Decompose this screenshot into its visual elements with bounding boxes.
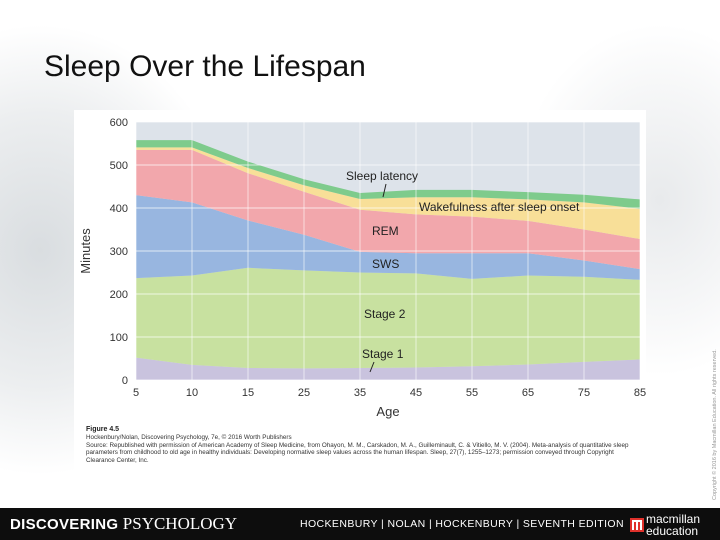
series-area-4 bbox=[136, 147, 640, 239]
series-area-5 bbox=[136, 140, 640, 209]
x-tick-label-8: 75 bbox=[578, 387, 590, 399]
y-axis-label: Minutes bbox=[78, 228, 93, 274]
slide-title: Sleep Over the Lifespan bbox=[44, 50, 366, 83]
series-area-2 bbox=[136, 195, 640, 280]
x-tick-label-6: 55 bbox=[466, 387, 478, 399]
label-stage-2: Stage 2 bbox=[364, 307, 406, 321]
brand-light: PSYCHOLOGY bbox=[122, 514, 238, 533]
x-axis-label: Age bbox=[376, 404, 399, 419]
side-copyright: Copyright © 2016 by Macmillan Education.… bbox=[712, 349, 718, 500]
publisher-logo: macmillan education bbox=[630, 512, 720, 540]
y-tick-label-0: 0 bbox=[122, 375, 128, 387]
publisher-line2: education bbox=[646, 524, 699, 538]
x-tick-label-4: 35 bbox=[354, 387, 366, 399]
x-tick-label-1: 10 bbox=[186, 387, 198, 399]
series-area-3 bbox=[136, 149, 640, 270]
label-wakefulness: Wakefulness after sleep onset bbox=[419, 200, 580, 214]
y-tick-label-1: 100 bbox=[110, 332, 128, 344]
y-tick-label-4: 400 bbox=[110, 203, 128, 215]
y-tick-label-2: 200 bbox=[110, 289, 128, 301]
figure-caption: Figure 4.5 Hockenbury/Nolan, Discovering… bbox=[86, 426, 641, 465]
publisher-line1: macmillan bbox=[646, 512, 701, 526]
leader-stage-1 bbox=[369, 361, 375, 373]
x-tick-label-2: 15 bbox=[242, 387, 254, 399]
caption-source: Source: Republished with permission of A… bbox=[86, 441, 629, 465]
x-tick-label-5: 45 bbox=[410, 387, 422, 399]
leader-sleep-latency bbox=[382, 183, 387, 198]
y-tick-label-3: 300 bbox=[110, 246, 128, 258]
y-tick-label-6: 600 bbox=[110, 117, 128, 129]
x-tick-label-7: 65 bbox=[522, 387, 534, 399]
label-rem: REM bbox=[372, 224, 399, 238]
series-area-1 bbox=[136, 267, 640, 369]
y-tick-label-5: 500 bbox=[110, 160, 128, 172]
book-brand: DISCOVERING PSYCHOLOGY bbox=[10, 514, 237, 534]
series-area-0 bbox=[136, 357, 640, 380]
caption-line1: Hockenbury/Nolan, Discovering Psychology… bbox=[86, 433, 292, 441]
x-tick-label-0: 5 bbox=[133, 387, 139, 399]
label-stage-1: Stage 1 bbox=[362, 347, 404, 361]
sleep-chart: 0 100 200 300 400 500 600 5 10 15 25 35 45 55 65 75 85 Ag… bbox=[78, 117, 646, 419]
brand-bold: DISCOVERING bbox=[10, 516, 119, 533]
label-sleep-latency: Sleep latency bbox=[346, 169, 418, 183]
label-sws: SWS bbox=[372, 257, 399, 271]
x-tick-label-9: 85 bbox=[634, 387, 646, 399]
x-tick-label-3: 25 bbox=[298, 387, 310, 399]
figure-panel: 0 100 200 300 400 500 600 5 10 15 25 35 45 55 65 75 85 Ag… bbox=[74, 110, 646, 482]
footer-bar: DISCOVERING PSYCHOLOGY HOCKENBURY | NOLA… bbox=[0, 508, 720, 540]
caption-label: Figure 4.5 bbox=[86, 426, 120, 433]
macmillan-m-icon bbox=[630, 518, 644, 532]
authors-edition: HOCKENBURY | NOLAN | HOCKENBURY | SEVENT… bbox=[300, 518, 624, 530]
